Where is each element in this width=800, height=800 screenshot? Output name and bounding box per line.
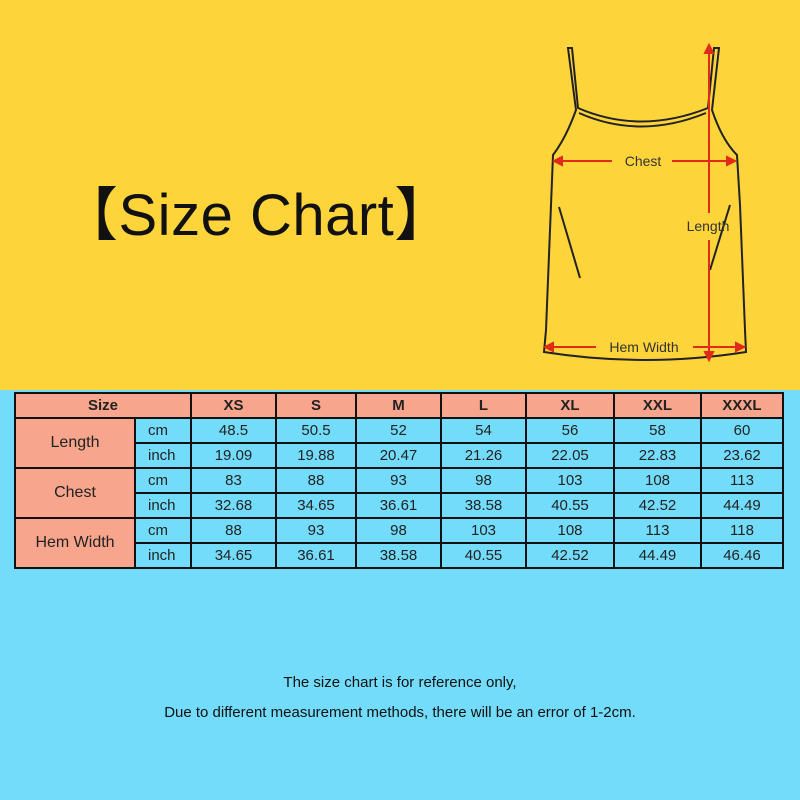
- table-cell: 42.52: [525, 542, 615, 569]
- table-cell: 23.62: [700, 442, 784, 469]
- table-cell: 32.68: [190, 492, 277, 519]
- table-header-row: Size XS S M L XL XXL XXXL: [14, 392, 784, 419]
- chest-label: Chest: [625, 153, 662, 169]
- unit-label: inch: [134, 542, 192, 569]
- table-cell: 103: [440, 517, 527, 544]
- length-label: Length: [687, 218, 730, 234]
- table-cell: 60: [700, 417, 784, 444]
- table-row: inch 34.65 36.61 38.58 40.55 42.52 44.49 46.46: [15, 542, 784, 569]
- measure-label: Chest: [14, 467, 136, 519]
- table-cell: 22.05: [525, 442, 615, 469]
- unit-label: inch: [134, 492, 192, 519]
- measure-label: Hem Width: [14, 517, 136, 569]
- table-cell: 40.55: [525, 492, 615, 519]
- size-l: L: [440, 392, 527, 419]
- table-cell: 46.46: [700, 542, 784, 569]
- table-cell: 40.55: [440, 542, 527, 569]
- note-line-1: The size chart is for reference only,: [283, 674, 517, 691]
- chest-arrow: [551, 155, 738, 167]
- table-cell: 113: [613, 517, 702, 544]
- table-cell: 88: [275, 467, 357, 494]
- table-cell: 42.52: [613, 492, 702, 519]
- table-cell: 19.88: [275, 442, 357, 469]
- table-cell: 34.65: [190, 542, 277, 569]
- unit-label: cm: [134, 417, 192, 444]
- unit-label: cm: [134, 467, 192, 494]
- garment-outline: [542, 47, 748, 361]
- tank-top-diagram: Chest Length Hem Width: [542, 42, 748, 363]
- size-s: S: [275, 392, 357, 419]
- table-cell: 56: [525, 417, 615, 444]
- table-cell: 21.26: [440, 442, 527, 469]
- table-cell: 58: [613, 417, 702, 444]
- size-table: Size XS S M L XL XXL XXXL Length cm 48.5 50.5 52 54 56…: [14, 392, 784, 569]
- table-cell: 83: [190, 467, 277, 494]
- yellow-banner: [0, 0, 800, 390]
- size-xl: XL: [525, 392, 615, 419]
- table-cell: 88: [190, 517, 277, 544]
- hem-arrow: [542, 341, 747, 353]
- table-cell: 22.83: [613, 442, 702, 469]
- table-cell: 103: [525, 467, 615, 494]
- table-cell: 108: [525, 517, 615, 544]
- table-cell: 98: [355, 517, 442, 544]
- table-cell: 48.5: [190, 417, 277, 444]
- table-cell: 36.61: [355, 492, 442, 519]
- table-row: Chest cm 83 88 93 98 103 108 113: [14, 467, 784, 519]
- size-xxxl: XXXL: [700, 392, 784, 419]
- table-cell: 20.47: [355, 442, 442, 469]
- table-row: inch 32.68 34.65 36.61 38.58 40.55 42.52 44.49: [15, 492, 784, 519]
- table-cell: 93: [275, 517, 357, 544]
- table-cell: 52: [355, 417, 442, 444]
- measure-label: Length: [14, 417, 136, 469]
- table-cell: 108: [613, 467, 702, 494]
- table-cell: 118: [700, 517, 784, 544]
- unit-label: inch: [134, 442, 192, 469]
- note-line-2: Due to different measurement methods, th…: [164, 704, 636, 721]
- length-arrow: [703, 42, 715, 363]
- size-header: Size: [14, 392, 192, 419]
- table-cell: 44.49: [613, 542, 702, 569]
- table-cell: 38.58: [440, 492, 527, 519]
- table-cell: 19.09: [190, 442, 277, 469]
- size-xs: XS: [190, 392, 277, 419]
- table-cell: 98: [440, 467, 527, 494]
- table-cell: 54: [440, 417, 527, 444]
- table-row: inch 19.09 19.88 20.47 21.26 22.05 22.83 23.62: [15, 442, 784, 469]
- size-m: M: [355, 392, 442, 419]
- size-xxl: XXL: [613, 392, 702, 419]
- table-cell: 93: [355, 467, 442, 494]
- table-row: Length cm 48.5 50.5 52 54 56 58 60: [14, 417, 784, 469]
- table-cell: 34.65: [275, 492, 357, 519]
- table-row: Hem Width cm 88 93 98 103 108 113 118: [14, 517, 784, 569]
- table-cell: 44.49: [700, 492, 784, 519]
- hem-width-label: Hem Width: [609, 339, 678, 355]
- table-cell: 50.5: [275, 417, 357, 444]
- page-title: 【Size Chart】: [60, 183, 453, 248]
- unit-label: cm: [134, 517, 192, 544]
- table-cell: 38.58: [355, 542, 442, 569]
- table-cell: 113: [700, 467, 784, 494]
- table-cell: 36.61: [275, 542, 357, 569]
